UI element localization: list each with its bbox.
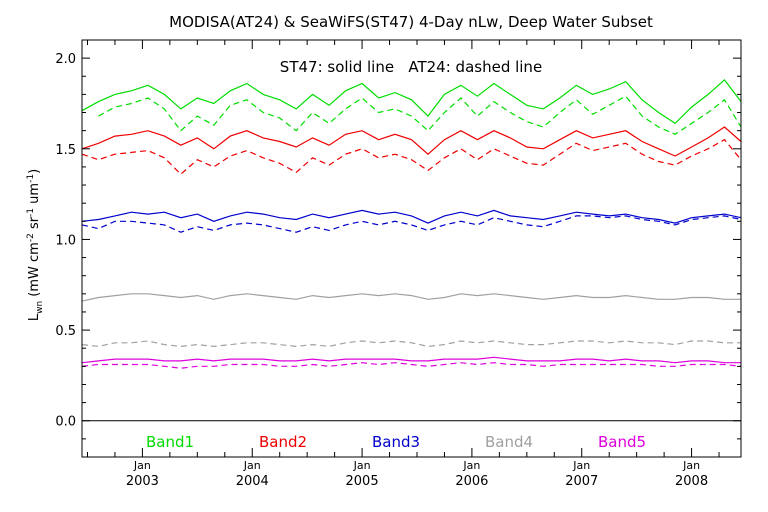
series-band1-st47-line xyxy=(81,79,742,125)
y-axis-label: Lwn (mW cm-2 sr-1 um-1) xyxy=(26,169,45,321)
legend: Band1 Band2 Band3 Band4 Band5 xyxy=(146,433,646,451)
y-tick-label: 0.0 xyxy=(55,415,76,430)
series-band1-at24-line xyxy=(98,95,742,135)
series-band4-st47-line xyxy=(81,293,741,302)
y-label-units-4: ) xyxy=(27,169,42,174)
y-label-sup-2: -1 xyxy=(26,208,36,217)
x-tick-year-label: 2003 xyxy=(126,474,159,489)
y-label-sup-1: -2 xyxy=(26,233,36,242)
chart-title: MODISA(AT24) & SeaWiFS(ST47) 4-Day nLw, … xyxy=(169,13,653,31)
legend-band5: Band5 xyxy=(598,433,646,451)
x-tick-month-label: Jan xyxy=(462,459,480,472)
y-label-main: L xyxy=(27,313,42,321)
series-band3-st47-line xyxy=(81,209,742,224)
y-label-sup-3: -1 xyxy=(26,174,36,183)
x-tick-month-label: Jan xyxy=(133,459,151,472)
y-label-units-2: sr xyxy=(27,216,42,233)
x-tick-month-label: Jan xyxy=(243,459,261,472)
x-tick-month-label: Jan xyxy=(572,459,590,472)
series-band2-st47-line xyxy=(81,126,742,157)
legend-band1: Band1 xyxy=(146,433,194,451)
axis-layer: 0.0 0.5 1.0 1.5 2.0 Jan 2003 Jan 2004 Jan 2005 Jan 2… xyxy=(55,39,742,489)
y-tick-label: 1.0 xyxy=(55,233,76,248)
y-label-units-3: um xyxy=(27,183,42,208)
series-band4-at24-line xyxy=(81,340,741,348)
y-label-units-1: (mW cm xyxy=(27,242,42,301)
series-layer xyxy=(81,79,742,369)
series-band2-at24-line xyxy=(81,138,742,176)
x-tick-month-label: Jan xyxy=(353,459,371,472)
y-tick-label: 2.0 xyxy=(55,52,76,67)
x-tick-year-label: 2008 xyxy=(675,474,708,489)
legend-band3: Band3 xyxy=(372,433,420,451)
legend-band2: Band2 xyxy=(259,433,307,451)
y-tick-label: 1.5 xyxy=(55,143,76,158)
y-label-sub: wn xyxy=(35,301,45,314)
series-band3-at24-line xyxy=(81,215,742,233)
series-band5-at24-line xyxy=(81,362,742,369)
line-style-annotation: ST47: solid line AT24: dashed line xyxy=(280,58,542,76)
x-tick-year-label: 2004 xyxy=(236,474,269,489)
x-tick-year-label: 2006 xyxy=(455,474,488,489)
x-tick-year-label: 2005 xyxy=(346,474,379,489)
plot-frame xyxy=(81,39,742,458)
x-tick-year-label: 2007 xyxy=(565,474,598,489)
x-tick-month-label: Jan xyxy=(682,459,700,472)
series-band5-st47-line xyxy=(81,356,741,364)
legend-band4: Band4 xyxy=(485,433,533,451)
y-tick-label: 0.5 xyxy=(55,324,76,339)
